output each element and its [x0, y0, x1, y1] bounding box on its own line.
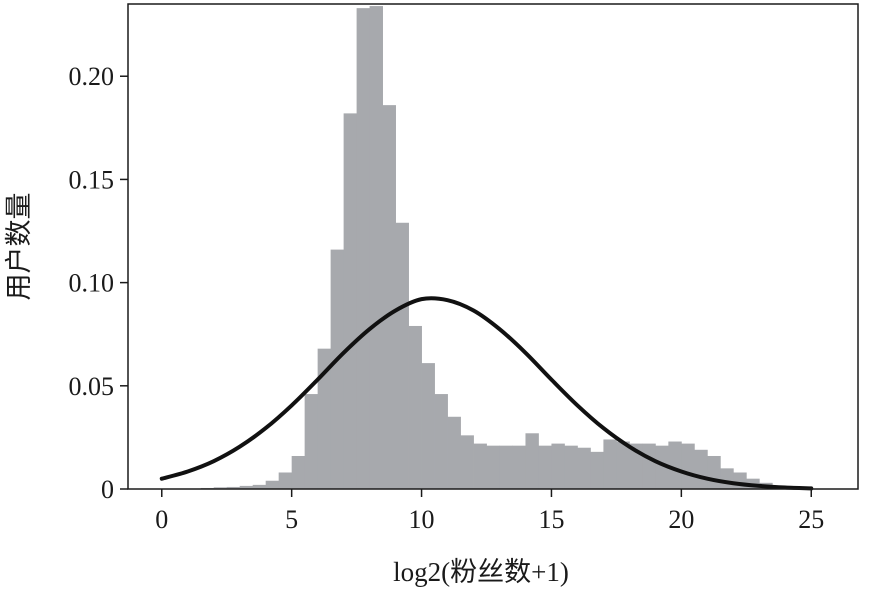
normal-curve-layer [159, 296, 814, 491]
normal-fit-curve [159, 296, 814, 491]
y-tick-label: 0.10 [69, 269, 115, 298]
x-axis-ticks: 0 5 10 15 20 25 [155, 489, 824, 534]
histogram-bar [681, 443, 695, 489]
x-tick-label: 10 [409, 505, 435, 534]
histogram-bars [200, 6, 773, 490]
y-tick-label: 0 [101, 475, 114, 504]
histogram-bar [408, 325, 422, 489]
histogram-bar [317, 348, 332, 489]
histogram-bar [525, 433, 539, 489]
histogram-bar [421, 363, 435, 489]
x-tick-label: 20 [668, 505, 694, 534]
histogram-bar [577, 447, 591, 489]
histogram-bar [707, 455, 721, 489]
histogram-bar [291, 455, 306, 489]
histogram-bar [538, 445, 552, 489]
x-axis-label: log2(粉丝数+1) [393, 557, 569, 587]
histogram-bar [486, 445, 500, 489]
histogram-bar [330, 249, 345, 489]
x-tick-label: 15 [538, 505, 564, 534]
histogram-bar [226, 486, 241, 489]
histogram-bar [343, 113, 358, 489]
x-tick-label: 5 [285, 505, 298, 534]
y-tick-label: 0.20 [69, 62, 115, 91]
histogram-bar [252, 484, 267, 489]
histogram-bar [473, 443, 487, 489]
histogram-bar [434, 394, 448, 489]
histogram-bar [447, 416, 461, 489]
histogram-bar [590, 451, 604, 489]
histogram-bar [213, 487, 228, 489]
histogram-bar [460, 435, 474, 489]
histogram-bar [499, 445, 513, 489]
histogram-bar [512, 445, 526, 489]
histogram-bar [642, 443, 656, 489]
y-axis-ticks: 0 0.05 0.10 0.15 0.20 [69, 62, 128, 504]
y-tick-label: 0.05 [69, 372, 115, 401]
histogram-bar [720, 468, 734, 489]
histogram-bar [694, 449, 708, 489]
histogram-bar [356, 8, 370, 489]
histogram-bar [668, 441, 682, 489]
histogram-bar [395, 222, 409, 489]
histogram-bar [278, 472, 293, 489]
histogram-bar [265, 480, 280, 489]
plot-frame [127, 3, 859, 490]
x-tick-label: 0 [155, 505, 168, 534]
histogram-bar [551, 443, 565, 489]
histogram-bar [304, 394, 319, 489]
y-axis-label: 用户数量 [4, 193, 34, 301]
histogram-bar [655, 445, 669, 489]
histogram-bar [382, 105, 396, 489]
histogram-bar [564, 445, 578, 489]
x-tick-label: 25 [798, 505, 824, 534]
histogram-bar [603, 439, 617, 489]
histogram-bar [616, 441, 630, 489]
histogram-bar [369, 6, 383, 490]
y-tick-label: 0.15 [69, 165, 115, 194]
histogram-bar [239, 485, 254, 489]
